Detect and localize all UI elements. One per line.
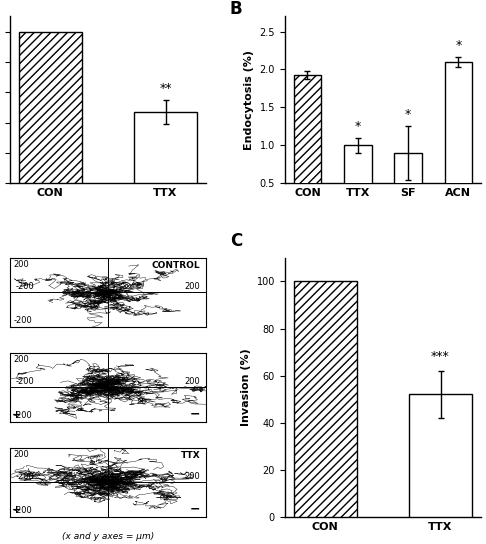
- Text: TTX: TTX: [180, 450, 200, 460]
- Text: *: *: [355, 120, 361, 133]
- Y-axis label: Endocytosis (%): Endocytosis (%): [244, 50, 254, 150]
- Bar: [18, 32, 82, 183]
- Text: -200: -200: [14, 411, 33, 420]
- Text: **: **: [159, 82, 172, 95]
- Bar: [294, 281, 357, 517]
- Text: 200: 200: [14, 450, 29, 459]
- Text: 200: 200: [14, 355, 29, 364]
- Text: 200: 200: [14, 260, 29, 269]
- Bar: [344, 145, 372, 221]
- Text: −: −: [190, 503, 200, 515]
- Text: +: +: [12, 410, 21, 421]
- Text: C: C: [230, 232, 242, 250]
- Text: 200: 200: [185, 377, 200, 386]
- Bar: [445, 62, 472, 221]
- Bar: [394, 153, 422, 221]
- Text: CONTROL: CONTROL: [152, 261, 200, 270]
- Text: −: −: [190, 407, 200, 421]
- Text: 200: 200: [185, 282, 200, 291]
- Text: 200: 200: [185, 472, 200, 481]
- Text: *: *: [405, 108, 411, 121]
- Text: +: +: [12, 505, 21, 515]
- Bar: [134, 112, 197, 183]
- Text: -200: -200: [16, 377, 35, 386]
- Text: ***: ***: [431, 350, 450, 363]
- Bar: [294, 75, 321, 221]
- Text: B: B: [230, 0, 243, 17]
- Bar: [409, 394, 472, 517]
- Text: -200: -200: [14, 316, 33, 325]
- Text: (x and y axes = μm): (x and y axes = μm): [62, 532, 154, 541]
- Text: *: *: [455, 39, 462, 52]
- Text: -200: -200: [16, 472, 35, 481]
- Text: -200: -200: [14, 506, 33, 515]
- Text: -200: -200: [16, 282, 35, 291]
- Y-axis label: Invasion (%): Invasion (%): [241, 349, 251, 426]
